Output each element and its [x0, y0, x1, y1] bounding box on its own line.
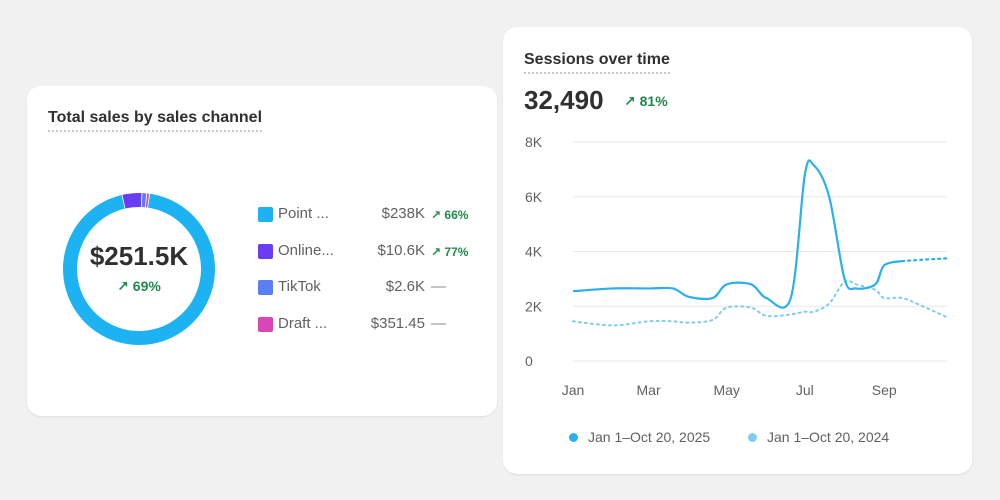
legend-previous-label: Jan 1–Oct 20, 2024	[767, 429, 890, 445]
channel-name: Draft ...	[278, 315, 328, 332]
sessions-change-value: 81%	[639, 93, 668, 109]
series-line-previous[interactable]	[572, 279, 948, 327]
channel-change: ↗ 66%	[431, 208, 468, 222]
x-tick-label: Jul	[796, 382, 814, 398]
channel-change: —	[431, 315, 446, 332]
legend-dot	[569, 433, 578, 442]
sessions-over-time-card: Sessions over time 32,490 ↗ 81% 0 2K 4K 6K 8…	[503, 27, 972, 474]
y-tick-label: 0	[525, 353, 533, 369]
channel-value: $238K	[381, 205, 425, 222]
donut-center-change-value: 69%	[132, 278, 161, 294]
donut-slice-2[interactable]	[122, 193, 142, 209]
channel-value: $2.6K	[385, 278, 425, 295]
legend-swatch	[258, 207, 273, 222]
legend-item-point-of-sale[interactable]: Point ... $238K ↗ 66%	[258, 204, 478, 224]
x-tick-label: Mar	[637, 382, 661, 398]
y-tick-label: 6K	[525, 189, 543, 205]
channel-name: Online...	[278, 242, 334, 259]
legend-swatch	[258, 244, 273, 259]
legend-item-online-store[interactable]: Online... $10.6K ↗ 77%	[258, 241, 478, 261]
legend-swatch	[258, 280, 273, 295]
channel-change-value: 66%	[444, 208, 469, 222]
channel-change: —	[431, 278, 446, 295]
series-line-current[interactable]	[572, 159, 903, 309]
legend-dot	[748, 433, 757, 442]
legend-current-period[interactable]: Jan 1–Oct 20, 2025	[569, 429, 710, 445]
legend-item-tiktok[interactable]: TikTok $2.6K —	[258, 277, 478, 297]
x-tick-label: May	[713, 382, 739, 398]
donut-slice-3[interactable]	[141, 193, 147, 208]
sessions-total: 32,490	[524, 85, 604, 115]
legend-previous-period[interactable]: Jan 1–Oct 20, 2024	[748, 429, 889, 445]
donut-center-value: $251.5K	[89, 241, 189, 271]
sessions-card-title[interactable]: Sessions over time	[524, 51, 670, 74]
legend-swatch	[258, 317, 273, 332]
channel-name: TikTok	[278, 278, 321, 295]
series-line-current-projected[interactable]	[901, 257, 949, 263]
sessions-line-chart: 0 2K 4K 6K 8K Jan Mar May Jul Sep	[525, 134, 949, 398]
donut-center-change: ↗ 69%	[55, 278, 223, 295]
channel-change: ↗ 77%	[431, 245, 468, 259]
x-tick-label: Sep	[872, 382, 897, 398]
legend-item-draft-orders[interactable]: Draft ... $351.45 —	[258, 314, 478, 334]
sales-by-channel-card: Total sales by sales channel $251.5K ↗ 6…	[27, 86, 497, 416]
x-tick-label: Jan	[562, 382, 585, 398]
channel-change-value: 77%	[444, 245, 469, 259]
trend-up-icon: ↗	[431, 208, 442, 222]
donut-slice-4[interactable]	[145, 193, 150, 208]
legend-current-label: Jan 1–Oct 20, 2025	[588, 429, 711, 445]
channel-name: Point ...	[278, 205, 329, 222]
channel-value: $10.6K	[377, 242, 425, 259]
y-tick-label: 8K	[525, 134, 543, 150]
trend-up-icon: ↗	[431, 245, 442, 259]
trend-up-icon: ↗	[117, 278, 129, 294]
y-tick-label: 4K	[525, 244, 543, 260]
sales-donut-chart	[62, 193, 215, 345]
y-tick-label: 2K	[525, 298, 543, 314]
sessions-change: ↗ 81%	[624, 93, 668, 110]
channel-value: $351.45	[370, 315, 425, 332]
sales-card-title[interactable]: Total sales by sales channel	[48, 109, 263, 132]
trend-up-icon: ↗	[624, 93, 636, 109]
